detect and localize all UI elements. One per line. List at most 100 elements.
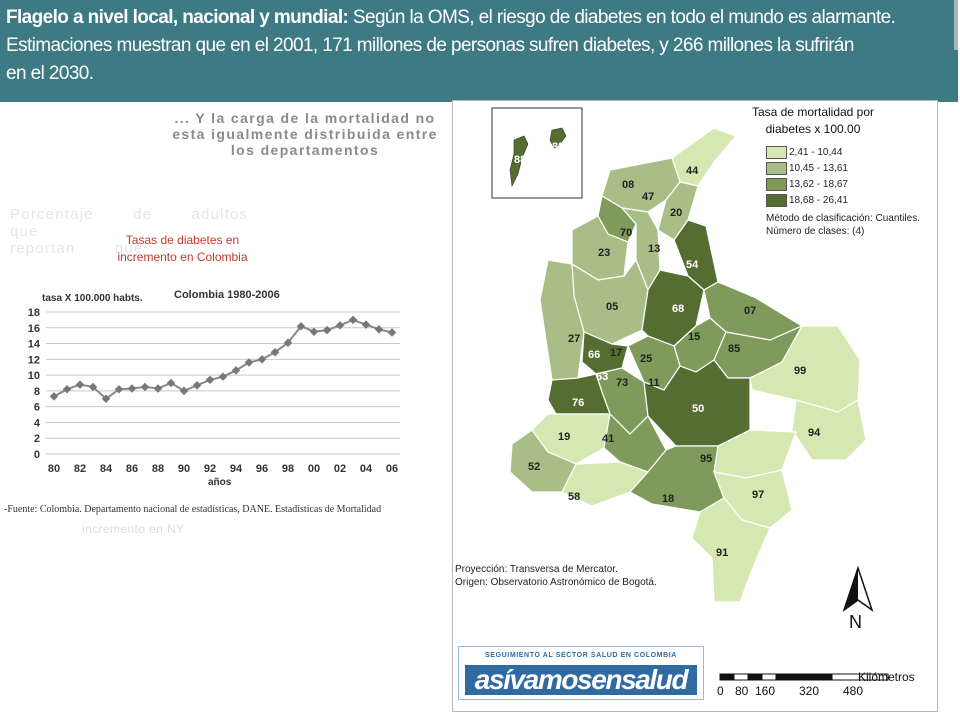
legend-swatch bbox=[766, 145, 787, 159]
colombia-map: 88 88 44 08 47 20 70 13 23 54 05 68 07 2… bbox=[491, 107, 889, 681]
data-point bbox=[218, 372, 228, 381]
x-tick-label: 04 bbox=[360, 463, 373, 475]
scale-segment bbox=[831, 673, 889, 681]
scale-segment bbox=[733, 673, 749, 681]
dept-amazonas bbox=[691, 497, 771, 603]
north-arrow bbox=[842, 565, 874, 612]
legend-label: 13,62 - 18,67 bbox=[789, 178, 848, 190]
data-point bbox=[231, 366, 241, 375]
y-tick-label: 12 bbox=[28, 354, 40, 366]
dept-label: 50 bbox=[692, 403, 704, 415]
faded-line-1: Porcentaje de adultos que bbox=[10, 206, 249, 240]
scale-segment bbox=[761, 673, 777, 681]
data-point bbox=[88, 382, 98, 392]
dept-label: 88 bbox=[552, 141, 564, 153]
dept-label: 44 bbox=[686, 165, 699, 177]
logo-main-text: asívamosensalud bbox=[465, 665, 697, 695]
dept-meta bbox=[643, 359, 751, 447]
mortality-heading: ... Y la carga de la mortalidad no esta … bbox=[172, 110, 438, 158]
data-point bbox=[244, 358, 254, 367]
method-line-1: Método de clasificación: Cuantiles. bbox=[766, 213, 920, 224]
data-point bbox=[114, 385, 124, 394]
chart-grid bbox=[46, 311, 400, 455]
data-point bbox=[309, 327, 319, 336]
faded-line-2: reportan que bbox=[10, 240, 144, 257]
data-point bbox=[62, 385, 72, 394]
dept-label: 27 bbox=[568, 333, 580, 345]
x-tick-label: 82 bbox=[74, 463, 86, 475]
y-tick-label: 10 bbox=[28, 370, 40, 382]
projection-line-1: Proyección: Transversa de Mercator. bbox=[455, 564, 618, 575]
data-point bbox=[387, 328, 397, 337]
x-tick-label: 00 bbox=[308, 463, 320, 475]
x-tick-label: 88 bbox=[152, 463, 164, 475]
data-point bbox=[296, 321, 306, 331]
method-line-2: Número de clases: (4) bbox=[766, 226, 865, 237]
legend-row: 13,62 - 18,67 bbox=[766, 176, 848, 192]
data-point bbox=[283, 338, 293, 348]
x-tick-label: 98 bbox=[282, 463, 294, 475]
y-tick-label: 6 bbox=[34, 402, 40, 414]
banner-line-1-text: Según la OMS, el riesgo de diabetes en t… bbox=[348, 7, 896, 28]
scale-tick-label: 0 bbox=[717, 684, 724, 698]
data-point bbox=[374, 325, 384, 334]
data-point bbox=[322, 325, 332, 335]
legend-swatch bbox=[766, 161, 787, 175]
dept-label: 15 bbox=[688, 331, 700, 343]
legend-label: 18,68 - 26,41 bbox=[789, 194, 848, 206]
scale-segment bbox=[719, 673, 735, 681]
dept-label: 63 bbox=[596, 371, 608, 383]
dept-vichada bbox=[749, 325, 861, 413]
legend-row: 10,45 - 13,61 bbox=[766, 160, 848, 176]
chart-y-ticks: 0 2 4 6 8 10 12 14 16 18 bbox=[28, 307, 41, 461]
dept-label: 97 bbox=[752, 489, 764, 501]
scale-tick-label: 320 bbox=[799, 684, 820, 698]
asivamosensalud-logo: SEGUIMIENTO AL SECTOR SALUD EN COLOMBIA … bbox=[458, 646, 704, 700]
y-tick-label: 0 bbox=[34, 449, 40, 461]
island-shape bbox=[549, 127, 567, 149]
dept-label: 76 bbox=[572, 397, 584, 409]
dept-label: 17 bbox=[610, 347, 622, 359]
dept-label: 73 bbox=[616, 377, 628, 389]
faded-adults-text: Porcentaje de adultos que reportan que bbox=[10, 206, 280, 257]
legend-row: 2,41 - 10,44 bbox=[766, 144, 848, 160]
data-point bbox=[127, 384, 137, 393]
header-banner: Flagelo a nivel local, nacional y mundia… bbox=[0, 0, 958, 102]
projection-line-2: Origen: Observatorio Astronómico de Bogo… bbox=[455, 577, 657, 588]
y-tick-label: 16 bbox=[28, 323, 40, 335]
data-point bbox=[49, 392, 59, 401]
data-point bbox=[140, 382, 150, 392]
dept-label: 25 bbox=[640, 353, 652, 365]
dept-label: 54 bbox=[686, 259, 699, 271]
data-point bbox=[192, 381, 202, 390]
departments bbox=[509, 127, 867, 603]
north-label: N bbox=[849, 612, 862, 632]
dept-label: 18 bbox=[662, 493, 674, 505]
dept-label: 23 bbox=[598, 247, 610, 259]
data-point bbox=[75, 380, 85, 389]
legend-swatch bbox=[766, 193, 787, 207]
legend-label: 2,41 - 10,44 bbox=[789, 146, 843, 158]
dept-label: 13 bbox=[648, 243, 660, 255]
map-legend: 2,41 - 10,44 10,45 - 13,61 13,62 - 18,67… bbox=[766, 144, 848, 208]
data-point bbox=[179, 386, 189, 396]
logo-top-text: SEGUIMIENTO AL SECTOR SALUD EN COLOMBIA bbox=[485, 652, 677, 659]
chart-x-ticks: 80 82 84 86 88 90 92 94 96 98 00 02 04 06 bbox=[48, 463, 398, 475]
scale-tick-label: 80 bbox=[735, 684, 749, 698]
island-shape bbox=[509, 135, 529, 188]
scale-unit-label: Kilómetros bbox=[858, 670, 915, 684]
data-point bbox=[257, 355, 267, 364]
x-tick-label: 86 bbox=[126, 463, 138, 475]
inset-box bbox=[491, 107, 583, 199]
x-tick-label: 96 bbox=[256, 463, 268, 475]
y-tick-label: 2 bbox=[34, 433, 40, 445]
dept-label: 20 bbox=[670, 207, 682, 219]
dept-label: 11 bbox=[648, 377, 660, 389]
dept-label: 58 bbox=[568, 491, 580, 503]
legend-row: 18,68 - 26,41 bbox=[766, 192, 848, 208]
x-tick-label: 90 bbox=[178, 463, 190, 475]
x-tick-label: 94 bbox=[230, 463, 243, 475]
x-tick-label: 80 bbox=[48, 463, 60, 475]
dept-label: 05 bbox=[606, 301, 618, 313]
dept-label: 88 bbox=[514, 154, 526, 166]
